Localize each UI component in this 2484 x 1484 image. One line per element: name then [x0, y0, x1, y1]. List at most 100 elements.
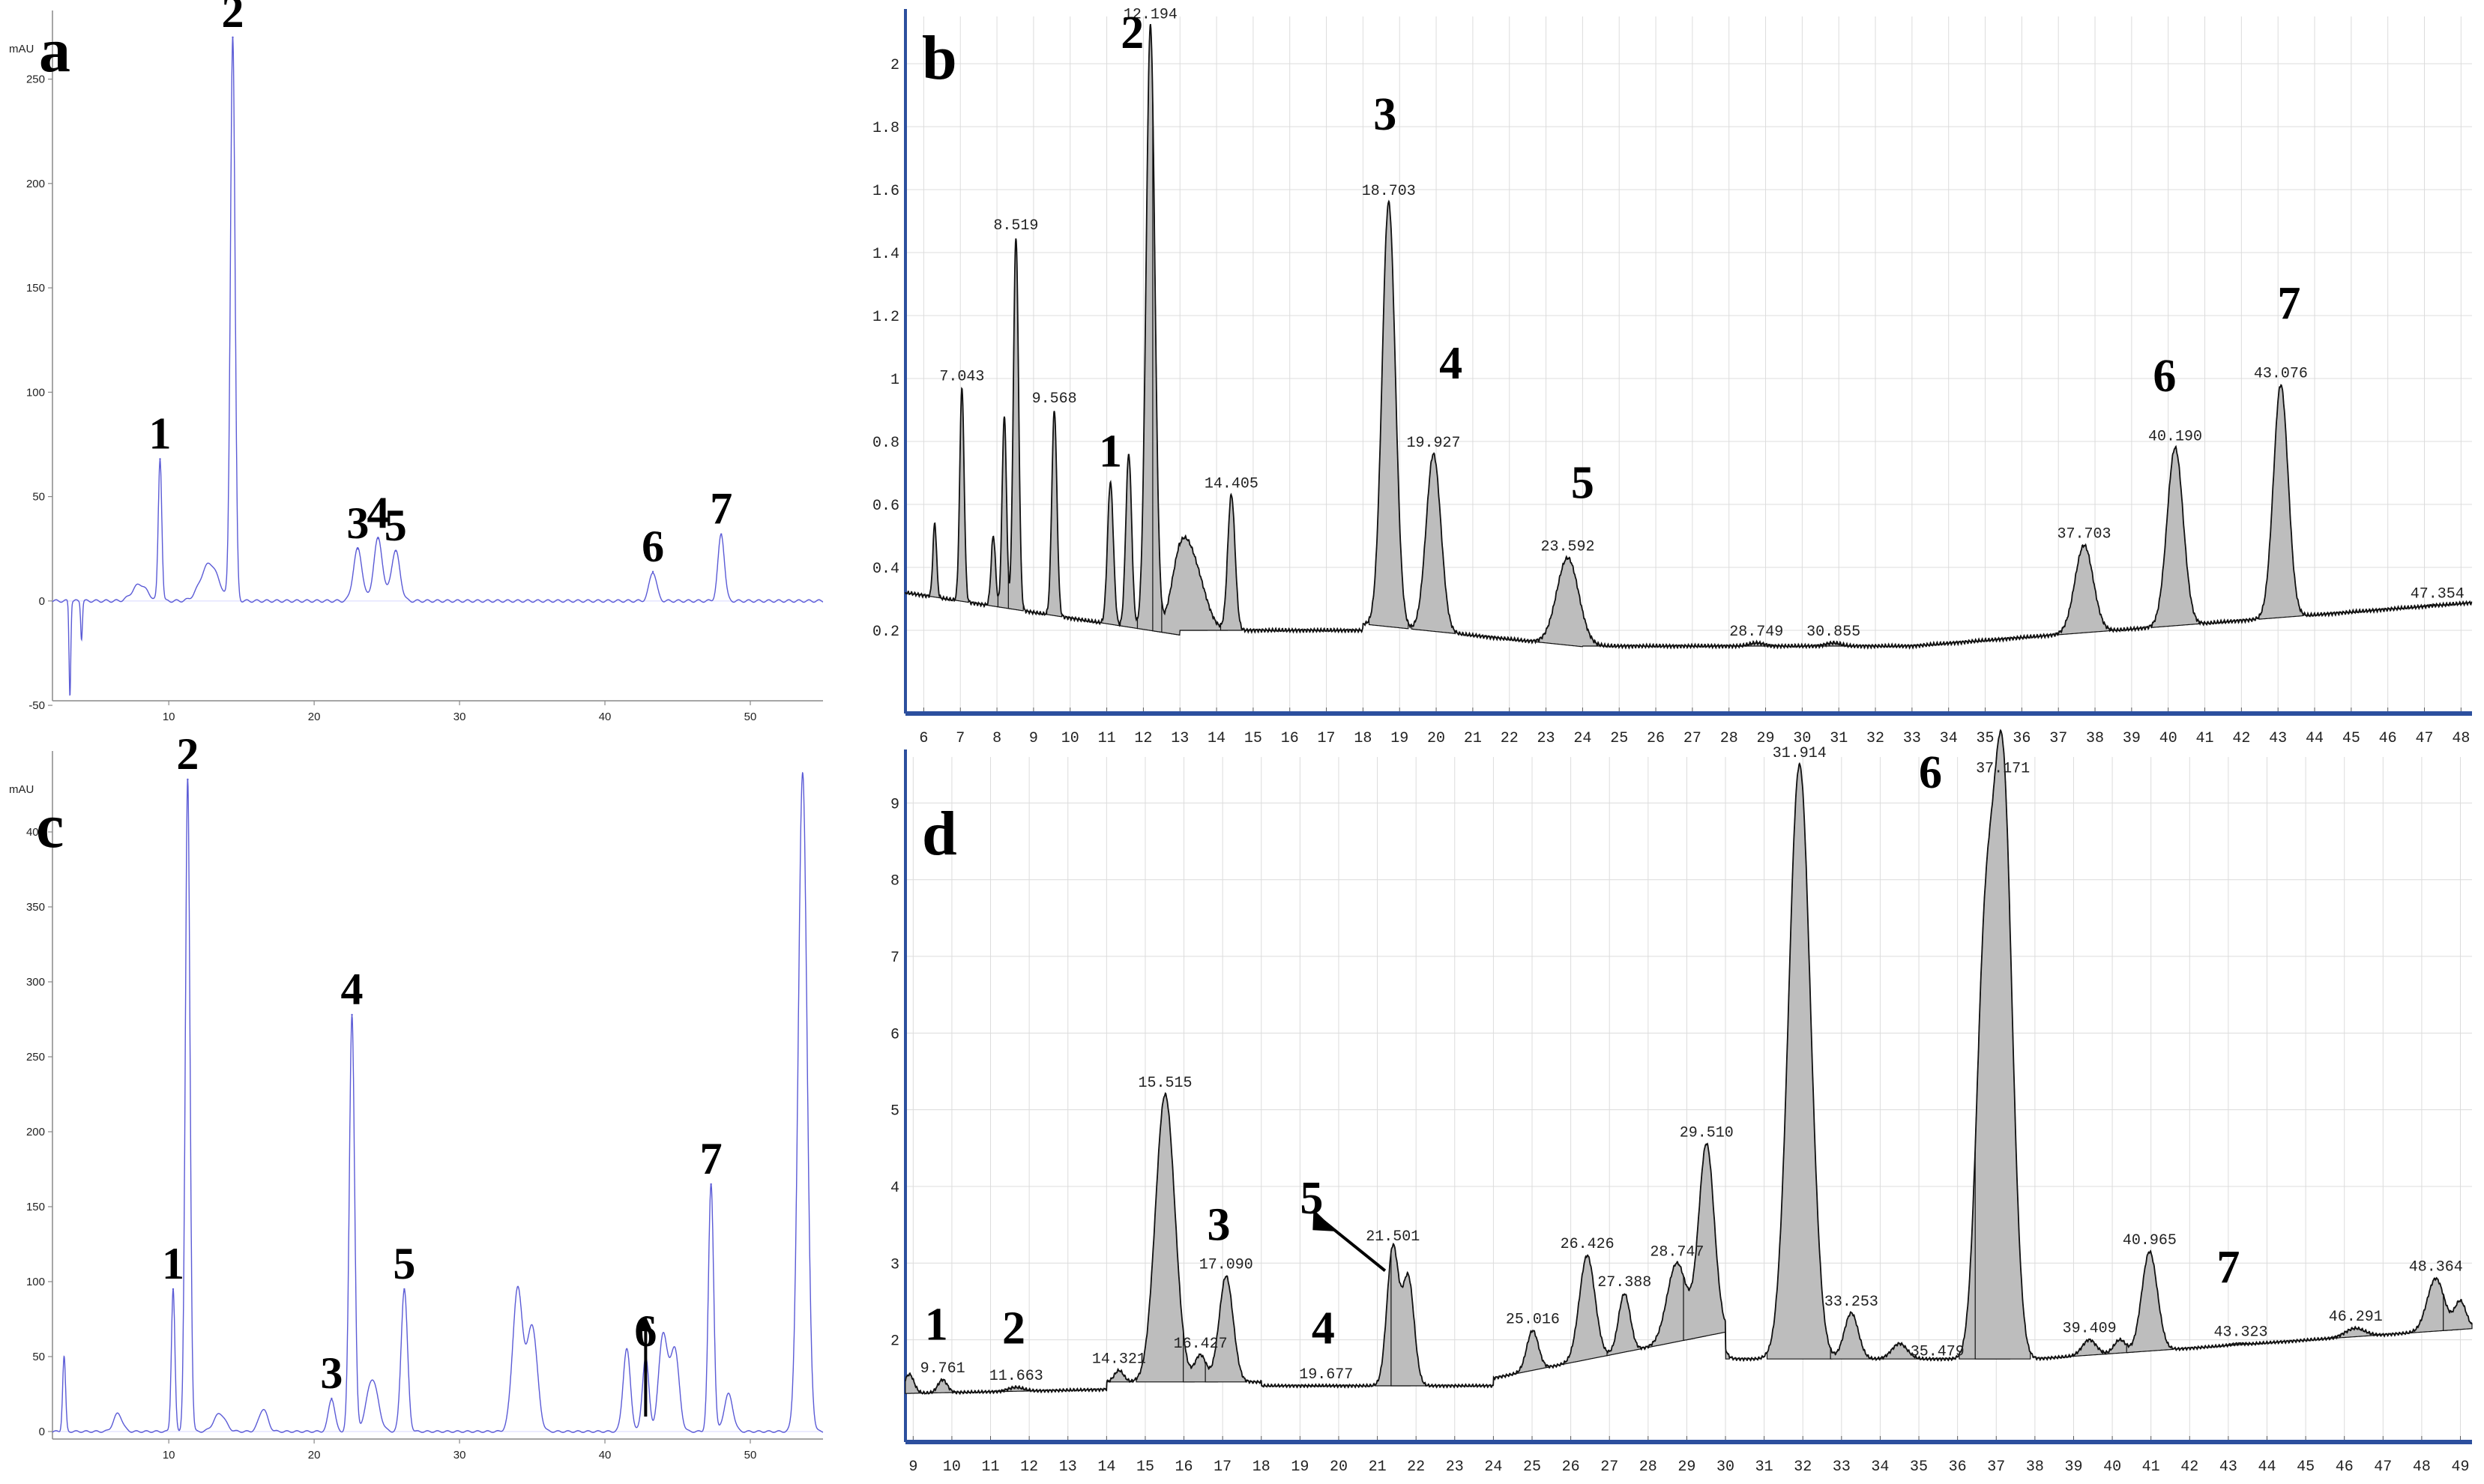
x-tick-label: 43: [2219, 1459, 2237, 1476]
x-tick-label: 39: [2064, 1459, 2082, 1476]
x-tick-label: 26: [1562, 1459, 1580, 1476]
x-tick-label: 20: [1330, 1459, 1348, 1476]
compound-label-4: 4: [367, 488, 389, 537]
y-tick-label: 8: [890, 873, 899, 890]
x-tick-label: 32: [1866, 730, 1884, 747]
x-tick-label: 33: [1833, 1459, 1851, 1476]
y-tick-label: 250: [26, 73, 45, 86]
x-tick-label: 20: [308, 711, 321, 723]
retention-time-label: 17.090: [1199, 1257, 1253, 1274]
x-tick-label: 21: [1464, 730, 1482, 747]
y-tick-label: 2: [890, 57, 899, 74]
y-unit-label: mAU: [9, 783, 34, 796]
retention-time-label: 28.747: [1650, 1243, 1704, 1261]
x-tick-label: 19: [1291, 1459, 1309, 1476]
compound-label-7: 7: [2216, 1242, 2240, 1293]
retention-time-label: 21.501: [1366, 1228, 1420, 1246]
y-tick-label: 200: [26, 1126, 45, 1138]
x-tick-label: 17: [1214, 1459, 1232, 1476]
retention-time-label: 29.510: [1680, 1125, 1734, 1142]
compound-label-5: 5: [1571, 458, 1594, 509]
x-tick-label: 17: [1318, 730, 1336, 747]
compound-label-5: 5: [393, 1239, 415, 1288]
compound-label-2: 2: [1002, 1303, 1025, 1354]
x-tick-label: 10: [1061, 730, 1079, 747]
x-tick-label: 22: [1407, 1459, 1425, 1476]
chromatogram-trace: [905, 24, 2473, 650]
y-tick-label: 300: [26, 976, 45, 989]
y-tick-label: 100: [26, 1276, 45, 1288]
x-tick-label: 10: [163, 711, 175, 723]
x-tick-label: 49: [2452, 1459, 2470, 1476]
retention-time-label: 11.663: [989, 1368, 1043, 1385]
x-tick-label: 10: [943, 1459, 961, 1476]
y-tick-label: 0.8: [872, 435, 899, 452]
compound-label-1: 1: [162, 1239, 184, 1288]
x-tick-label: 6: [919, 730, 928, 747]
x-tick-label: 48: [2413, 1459, 2431, 1476]
y-tick-label: 6: [890, 1026, 899, 1043]
y-tick-label: 1: [890, 372, 899, 389]
x-tick-label: 28: [1720, 730, 1738, 747]
chromatogram-trace: [905, 729, 2473, 1396]
peak-area: [2258, 384, 2303, 620]
retention-time-label: 26.426: [1561, 1236, 1615, 1253]
compound-label-7: 7: [700, 1134, 723, 1183]
x-tick-label: 13: [1059, 1459, 1077, 1476]
x-tick-label: 10: [163, 1449, 175, 1462]
x-tick-label: 38: [2086, 730, 2104, 747]
x-tick-label: 40: [2159, 730, 2177, 747]
retention-time-label: 9.568: [1032, 390, 1077, 408]
retention-time-label: 7.043: [939, 369, 984, 386]
retention-time-label: 18.703: [1362, 183, 1416, 200]
y-unit-label: mAU: [9, 43, 34, 55]
x-tick-label: 7: [956, 730, 965, 747]
peak-mark-2: [232, 36, 234, 39]
x-tick-label: 11: [982, 1459, 1000, 1476]
peak-mark-1: [159, 458, 161, 460]
x-tick-label: 35: [1910, 1459, 1928, 1476]
x-tick-label: 45: [2297, 1459, 2315, 1476]
x-tick-label: 36: [2013, 730, 2031, 747]
y-tick-label: 150: [26, 1201, 45, 1213]
panel-c: mAU 0 50 100 150 200 250 300 350 400 10 20 30 40 50 1 2 3…: [9, 729, 824, 1462]
x-tick-label: 43: [2269, 730, 2287, 747]
panel-letter-a: a: [39, 16, 70, 85]
y-tick-label: 7: [890, 950, 899, 967]
retention-time-label: 25.016: [1506, 1311, 1560, 1328]
panel-d: 9 10 11 12 13 14 15 16 17 18 19 20 21 22 23 24 25 26 27 28 2…: [890, 729, 2473, 1476]
x-tick-label: 21: [1369, 1459, 1387, 1476]
y-tick-label: 1.8: [872, 120, 899, 137]
x-tick-label: 25: [1610, 730, 1628, 747]
x-tick-label: 25: [1523, 1459, 1541, 1476]
retention-time-label: 46.291: [2329, 1309, 2383, 1326]
peak-mark-3: [357, 547, 359, 550]
x-tick-label: 46: [2379, 730, 2397, 747]
x-tick-label: 29: [1757, 730, 1775, 747]
peak-mark-3: [331, 1397, 333, 1400]
chromatogram-trace: [52, 771, 824, 1433]
x-tick-label: 24: [1484, 1459, 1502, 1476]
x-tick-label: 11: [1098, 730, 1116, 747]
retention-time-label: 39.409: [2063, 1321, 2117, 1338]
x-tick-label: 47: [2374, 1459, 2392, 1476]
compound-label-6: 6: [1919, 747, 1942, 798]
arrow-5-head: [1312, 1209, 1336, 1231]
peak-area: [1368, 200, 1409, 630]
compound-label-2: 2: [176, 729, 199, 779]
retention-time-label: 31.914: [1773, 745, 1827, 762]
compound-label-4: 4: [1312, 1303, 1335, 1354]
retention-time-label: 48.364: [2409, 1259, 2463, 1276]
x-tick-label: 37: [2049, 730, 2067, 747]
retention-time-label: 9.761: [920, 1360, 965, 1378]
compound-label-2: 2: [222, 0, 244, 37]
retention-time-label: 28.749: [1729, 624, 1783, 641]
x-tick-label: 30: [453, 1449, 466, 1462]
peak-mark-4: [377, 537, 379, 540]
x-tick-label: 41: [2142, 1459, 2160, 1476]
compound-label-2: 2: [1121, 7, 1144, 58]
peak-area: [1411, 452, 1456, 634]
y-tick-label: 5: [890, 1103, 899, 1120]
y-tick-label: 3: [890, 1256, 899, 1273]
